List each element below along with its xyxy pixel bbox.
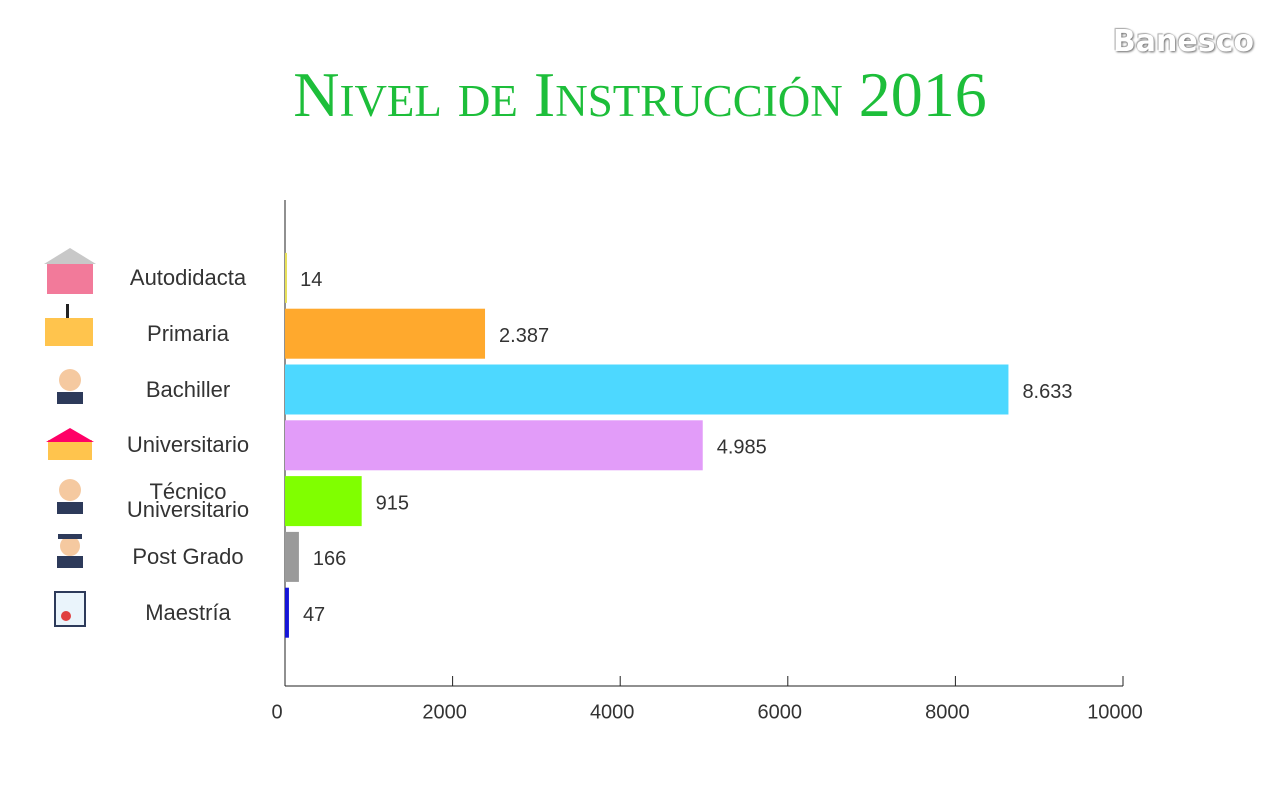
x-tick-label: 6000 xyxy=(758,701,803,723)
bar xyxy=(285,587,289,638)
icon-person xyxy=(59,369,81,391)
icon-house xyxy=(47,262,93,294)
icon-person-body xyxy=(57,392,83,404)
x-tick-label: 0 xyxy=(271,701,282,723)
icon-roof xyxy=(44,248,96,264)
value-label: 14 xyxy=(300,269,322,291)
value-label: 4.985 xyxy=(717,437,767,459)
value-label: 166 xyxy=(313,548,346,570)
x-tick-label: 8000 xyxy=(925,701,970,723)
value-label: 8.633 xyxy=(1022,381,1072,403)
bar xyxy=(285,531,299,582)
category-label: Maestría xyxy=(145,599,231,625)
bar xyxy=(285,476,362,527)
icon-seal xyxy=(61,611,71,621)
category-label: Universitario xyxy=(126,432,250,458)
icon-person xyxy=(59,479,81,501)
icon-diploma xyxy=(54,591,86,627)
icon-cap xyxy=(58,534,82,539)
x-tick-label: 10000 xyxy=(1087,701,1143,723)
icon-person-body xyxy=(57,502,83,514)
brand-logo: Banesco xyxy=(1112,24,1254,59)
value-label: 915 xyxy=(376,492,409,514)
category-label: Bachiller xyxy=(145,376,231,402)
value-label: 47 xyxy=(303,604,325,626)
value-label: 2.387 xyxy=(499,325,549,347)
category-label: Autodidacta xyxy=(129,264,247,290)
x-tick-label: 2000 xyxy=(422,701,467,723)
icon-graduate xyxy=(60,536,80,556)
icon-university xyxy=(48,440,92,460)
category-label: Post Grado xyxy=(132,543,244,569)
x-tick-label: 4000 xyxy=(590,701,635,723)
bar xyxy=(285,420,703,471)
bar xyxy=(285,308,486,359)
icon-university-roof xyxy=(46,428,94,442)
icon-flag xyxy=(66,304,69,318)
icon-graduate-body xyxy=(57,556,83,568)
category-label: Técnico Universitario xyxy=(126,479,250,523)
bar xyxy=(285,252,287,303)
chart-title: Nivel de Instrucción 2016 xyxy=(293,59,987,130)
icons xyxy=(44,248,96,627)
category-label: Primaria xyxy=(147,320,229,346)
icon-school xyxy=(45,318,93,346)
bar xyxy=(285,364,1009,415)
